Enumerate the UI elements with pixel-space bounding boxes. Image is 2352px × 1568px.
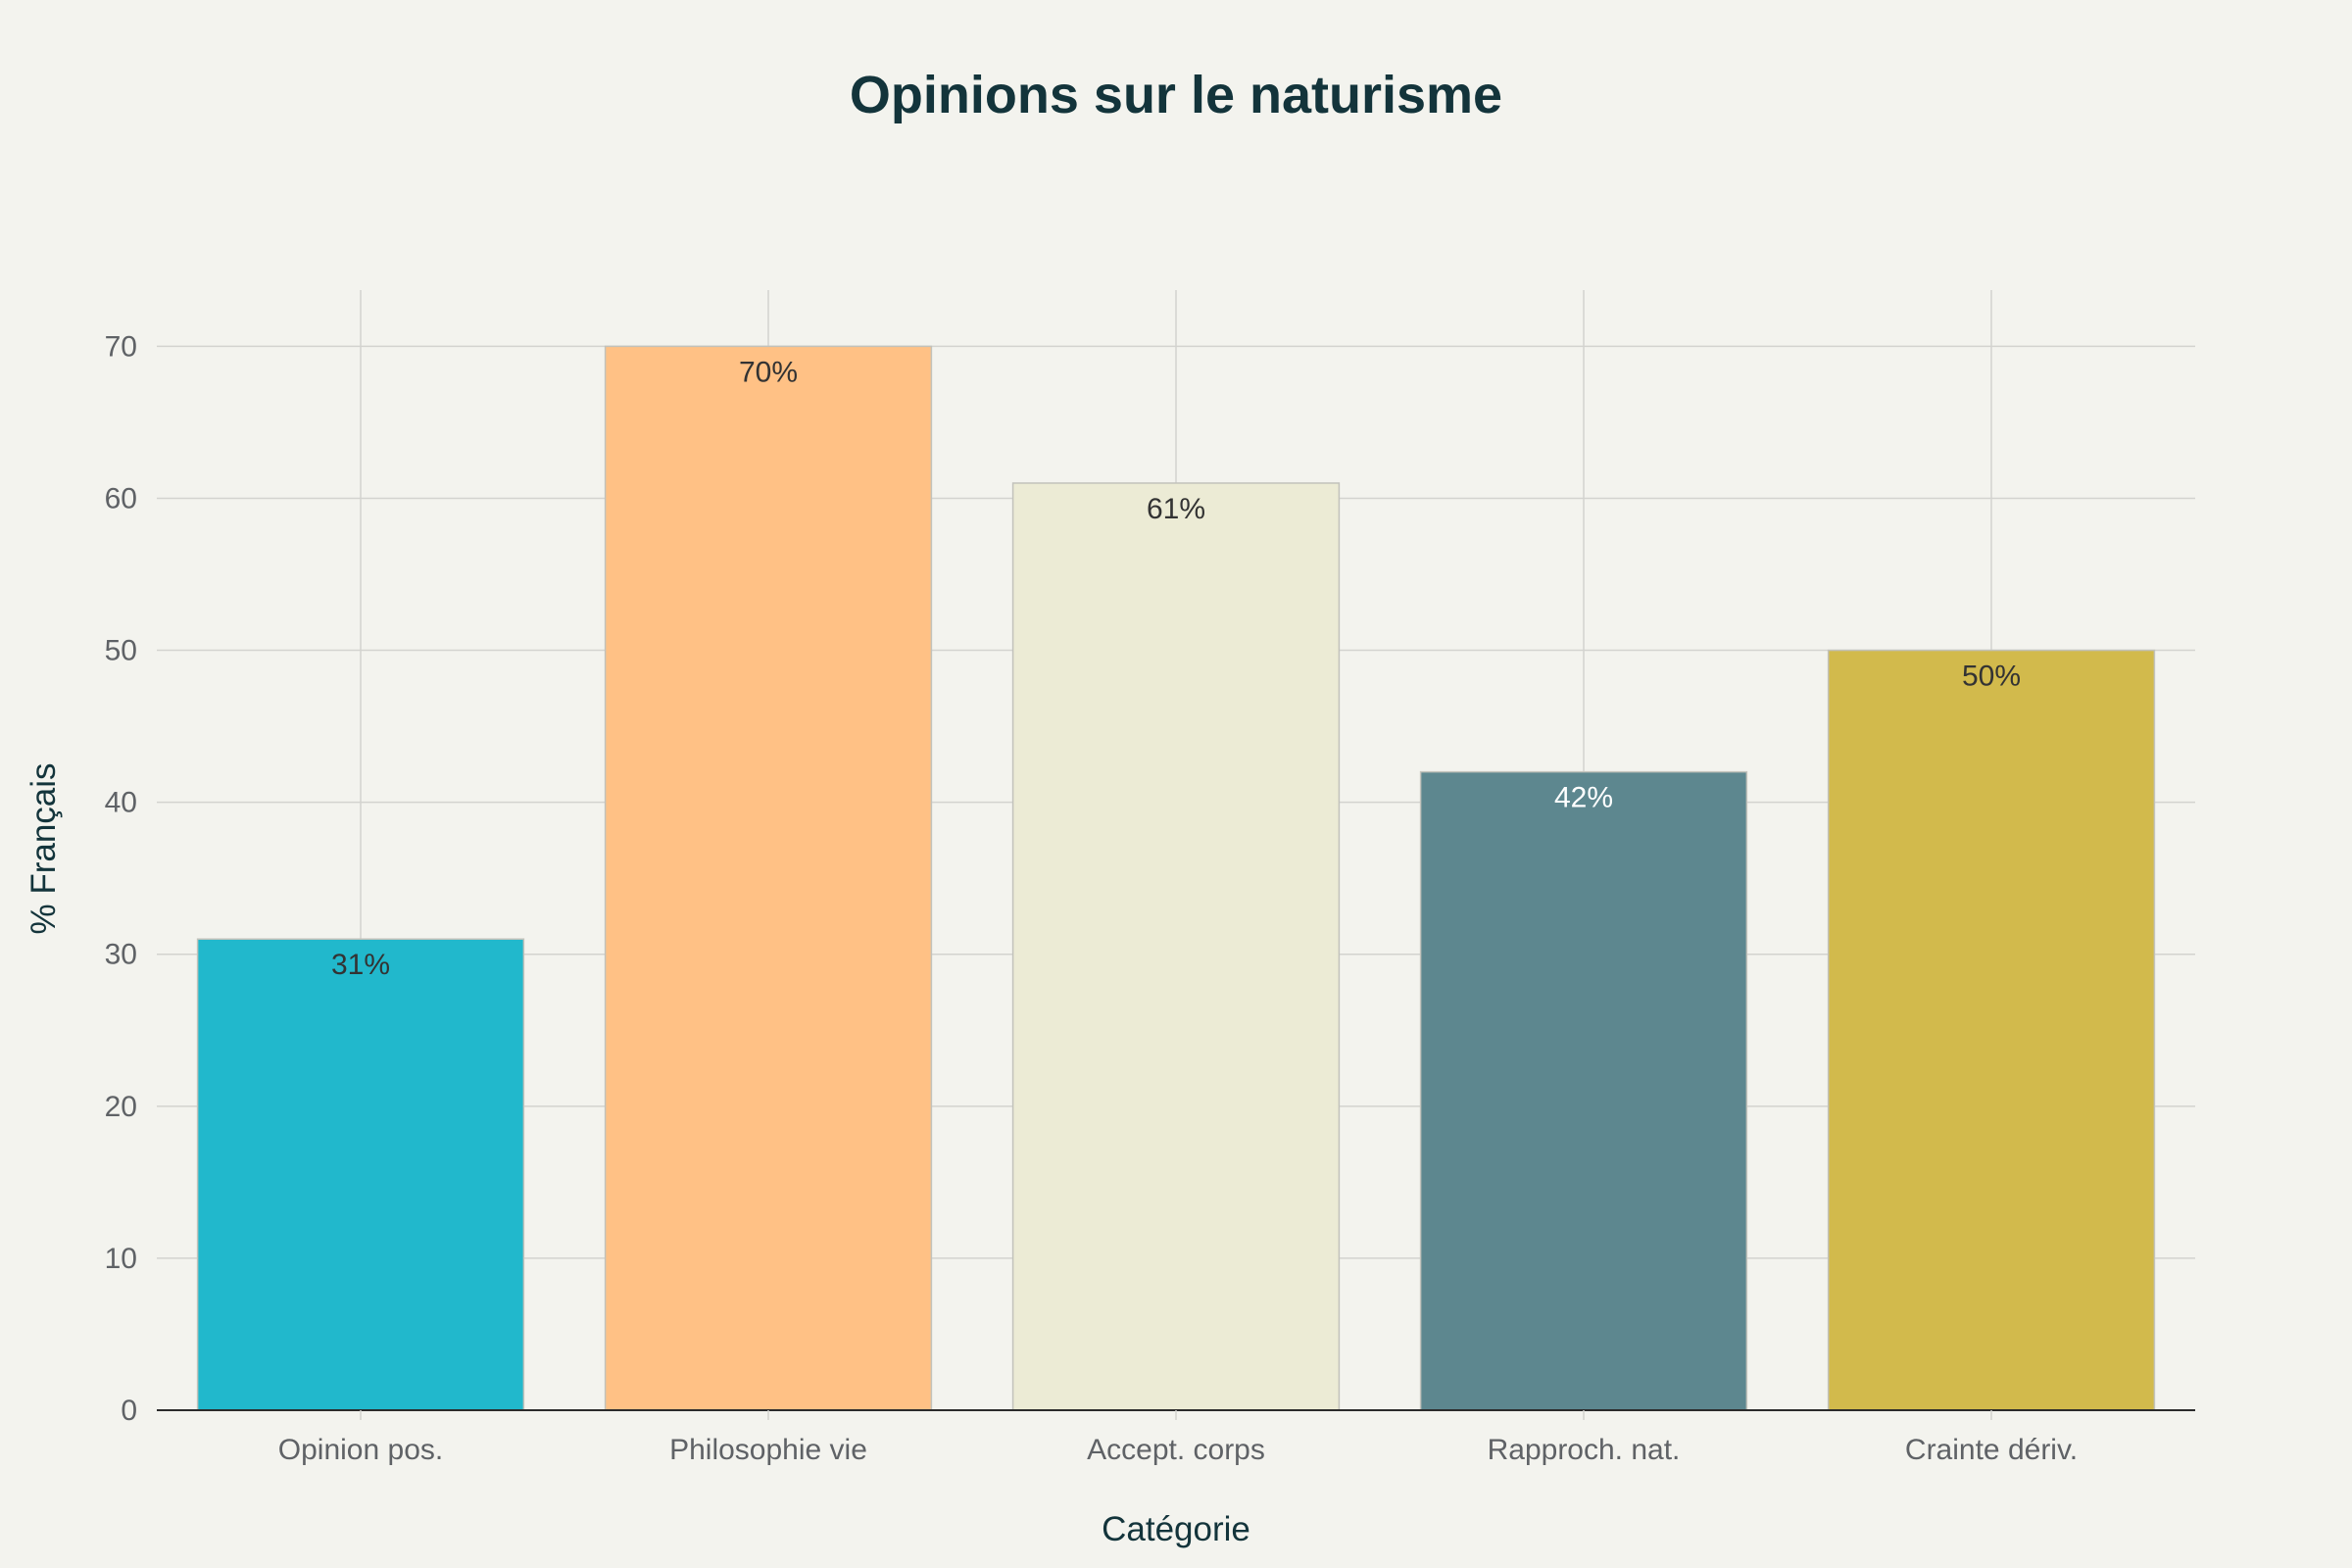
bar-value-label: 61% bbox=[1147, 493, 1205, 525]
x-tick-label: Philosophie vie bbox=[669, 1434, 867, 1466]
axes bbox=[157, 1409, 2195, 1420]
y-axis-title: % Français bbox=[24, 762, 63, 934]
y-tick-label: 10 bbox=[105, 1243, 137, 1275]
bar-value-label: 70% bbox=[739, 356, 798, 388]
x-tick-label: Crainte dériv. bbox=[1905, 1434, 2078, 1466]
bar-value-label: 42% bbox=[1554, 782, 1613, 814]
bar bbox=[1011, 482, 1341, 1411]
x-axis-title: Catégorie bbox=[1102, 1510, 1250, 1548]
y-tick-label: 20 bbox=[105, 1091, 137, 1123]
bars bbox=[196, 345, 2156, 1411]
bar bbox=[196, 938, 525, 1411]
y-tick-label: 30 bbox=[105, 939, 137, 971]
bar bbox=[1827, 649, 2156, 1411]
x-tick-label: Opinion pos. bbox=[278, 1434, 443, 1466]
labels: 0 10 20 30 40 50 60 70 31% 70% 61% 42% 50% Opinion po… bbox=[105, 330, 2078, 1466]
bar bbox=[604, 345, 933, 1411]
y-tick-label: 60 bbox=[105, 482, 137, 514]
x-tick-label: Accept. corps bbox=[1087, 1434, 1265, 1466]
y-tick-label: 40 bbox=[105, 787, 137, 819]
chart-title: Opinions sur le naturisme bbox=[850, 66, 1502, 124]
bar-value-label: 31% bbox=[331, 949, 390, 981]
y-tick-label: 70 bbox=[105, 330, 137, 363]
y-tick-label: 50 bbox=[105, 635, 137, 667]
bar bbox=[1419, 770, 1748, 1411]
bar-value-label: 50% bbox=[1962, 661, 2021, 693]
y-tick-label: 0 bbox=[121, 1395, 137, 1427]
x-tick-label: Rapproch. nat. bbox=[1488, 1434, 1681, 1466]
